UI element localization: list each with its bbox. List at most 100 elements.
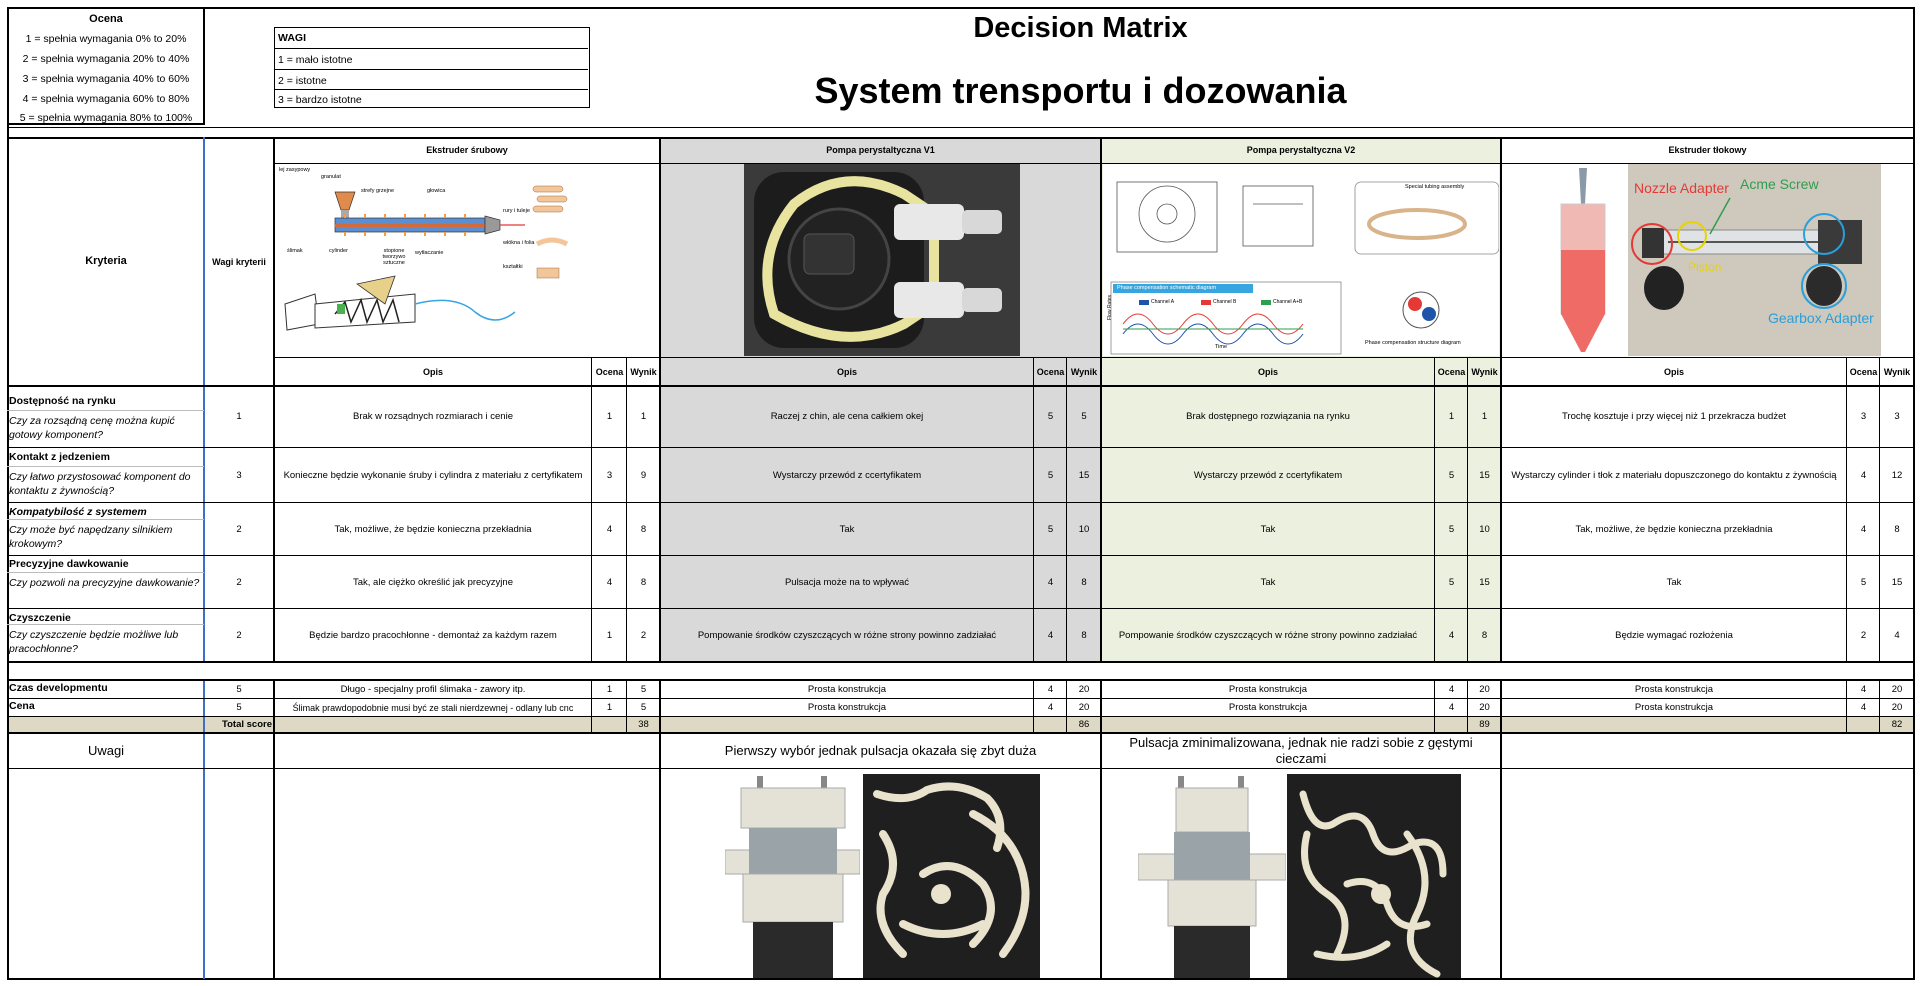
wagi-legend-title: WAGI <box>278 32 306 44</box>
criterion-title: Precyzyjne dawkowanie <box>9 558 129 570</box>
ocena-cell: 4 <box>1047 576 1054 588</box>
opis-cell: Tak <box>1260 576 1276 588</box>
ocena-legend-item: 1 = spełnia wymagania 0% to 20% <box>25 33 187 45</box>
ocena-cell: 4 <box>1860 523 1867 535</box>
wagi-legend-item: 2 = istotne <box>278 75 327 87</box>
opis-cell: Będzie bardzo pracochłonne - demontaż za… <box>309 629 557 641</box>
diagram-label: kształtki <box>503 264 523 270</box>
total-score-value: 86 <box>1078 719 1090 731</box>
diagram-label: Special tubing assembly <box>1405 184 1465 190</box>
total-row-bg <box>8 717 1914 733</box>
wynik-cell: 15 <box>1891 576 1903 588</box>
opis-cell: Tak <box>1666 576 1682 588</box>
criterion-title: Kontakt z jedzeniem <box>9 451 110 463</box>
ocena-cell: 3 <box>606 469 613 481</box>
wynik-cell: 8 <box>1481 629 1488 641</box>
opis-cell: Prosta konstrukcja <box>1634 683 1714 695</box>
diagram-label: lej zasypowy <box>279 167 311 173</box>
diagram-label: Phase compensation structure diagram <box>1365 340 1461 346</box>
extra-row-title: Cena <box>9 700 35 712</box>
diagram-label: Flow Rates <box>1107 294 1113 320</box>
wynik-cell: 10 <box>1078 523 1090 535</box>
option-name: Pompa perystaltyczna V1 <box>826 145 935 156</box>
wynik-cell: 1 <box>1481 411 1488 423</box>
ocena-cell: 1 <box>606 702 613 714</box>
ocena-cell: 4 <box>1047 702 1054 714</box>
ocena-cell: 2 <box>1860 629 1867 641</box>
ocena-header: Ocena <box>595 366 624 377</box>
criterion-title: Kompatybilość z systemem <box>9 506 147 518</box>
ocena-legend-item: 4 = spełnia wymagania 60% to 80% <box>22 93 190 105</box>
wynik-cell: 20 <box>1891 702 1903 714</box>
diagram-label: wytłaczanie <box>415 250 444 256</box>
ocena-legend-item: 2 = spełnia wymagania 20% to 40% <box>22 53 190 65</box>
ocena-cell: 5 <box>1860 576 1867 588</box>
ocena-cell: 5 <box>1448 576 1455 588</box>
wagi-header: Wagi kryterii <box>212 256 266 267</box>
criterion-weight: 2 <box>236 523 242 535</box>
option-name: Ekstruder tłokowy <box>1668 145 1747 156</box>
opis-cell: Trochę kosztuje i przy więcej niż 1 prze… <box>1561 411 1787 423</box>
diagram-label: rury i tuleje <box>503 208 530 214</box>
ocena-legend-title: Ocena <box>89 13 123 25</box>
ocena-cell: 1 <box>606 683 613 695</box>
opis-cell: Prosta konstrukcja <box>807 683 887 695</box>
opis-cell: Pompowanie środków czyszczących w różne … <box>697 629 997 641</box>
extra-row-title: Czas developmentu <box>9 682 108 694</box>
total-score-label: Total score <box>222 719 272 731</box>
ocena-cell: 5 <box>1047 411 1054 423</box>
wagi-legend: WAGI 1 = mało istotne 2 = istotne 3 = ba… <box>274 27 590 108</box>
opis-header: Opis <box>422 366 443 377</box>
opis-cell: Ślimak prawdopodobnie musi być ze stali … <box>292 702 574 713</box>
nozzle-adapter-label: Nozzle Adapter <box>1634 180 1729 196</box>
wynik-cell: 10 <box>1479 523 1490 535</box>
uwagi-label: Uwagi <box>87 743 125 759</box>
wynik-cell: 20 <box>1479 702 1490 714</box>
wynik-cell: 5 <box>640 683 647 695</box>
uwagi-note: Pierwszy wybór jednak pulsacja okazała s… <box>724 743 1037 759</box>
criterion-weight: 2 <box>236 629 242 641</box>
ocena-cell: 5 <box>1448 469 1455 481</box>
criterion-question: Czy za rozsądną cenę można kupić gotowy … <box>9 415 175 442</box>
ocena-cell: 4 <box>1448 702 1455 714</box>
wynik-cell: 5 <box>1081 411 1087 423</box>
criterion-weight: 2 <box>236 576 242 588</box>
gearbox-adapter-label: Gearbox Adapter <box>1768 310 1874 326</box>
opis-cell: Brak dostępnego rozwiązania na rynku <box>1186 411 1350 423</box>
ocena-header: Ocena <box>1036 366 1065 377</box>
ocena-cell: 4 <box>606 523 613 535</box>
opis-cell: Prosta konstrukcja <box>807 702 887 714</box>
acme-screw-label: Acme Screw <box>1740 176 1819 192</box>
ocena-header: Ocena <box>1849 366 1878 377</box>
wagi-legend-item: 3 = bardzo istotne <box>278 94 362 106</box>
criterion-title: Czyszczenie <box>9 612 71 624</box>
ocena-cell: 5 <box>1448 523 1455 535</box>
opis-cell: Długo - specjalny profil ślimaka - zawor… <box>340 683 526 695</box>
opis-header: Opis <box>836 366 857 377</box>
ocena-cell: 4 <box>1448 683 1455 695</box>
pump-v2-print-result <box>1287 774 1461 980</box>
opis-cell: Będzie wymagać rozłożenia <box>1615 629 1733 641</box>
criterion-weight: 3 <box>236 469 242 481</box>
wynik-header: Wynik <box>630 366 657 377</box>
piston-syringe-photo <box>1543 164 1623 356</box>
opis-header: Opis <box>1663 366 1684 377</box>
ocena-cell: 4 <box>1860 469 1867 481</box>
total-score-value: 82 <box>1891 719 1903 731</box>
criterion-title: Dostępność na rynku <box>9 395 116 407</box>
criterion-weight: 5 <box>236 683 242 695</box>
ocena-cell: 1 <box>606 411 613 423</box>
wynik-cell: 20 <box>1479 683 1490 695</box>
wynik-cell: 5 <box>640 702 647 714</box>
wynik-header: Wynik <box>1883 366 1911 377</box>
opis-cell: Tak <box>1260 523 1276 535</box>
wynik-header: Wynik <box>1070 366 1098 377</box>
total-score-value: 89 <box>1479 719 1490 731</box>
opis-cell: Wystarczy przewód z ccertyfikatem <box>1193 469 1343 481</box>
diagram-label: Channel B <box>1213 299 1237 305</box>
criterion-question: Czy łatwo przystosować komponent do kont… <box>9 471 191 498</box>
diagram-label: Phase compensation schematic diagram <box>1117 285 1217 291</box>
peristaltic-pump-v2-diagram: Special tubing assembly Phase compensati… <box>1103 164 1499 356</box>
ocena-legend-item: 3 = spełnia wymagania 40% to 60% <box>22 73 190 85</box>
wynik-cell: 8 <box>1894 523 1900 535</box>
